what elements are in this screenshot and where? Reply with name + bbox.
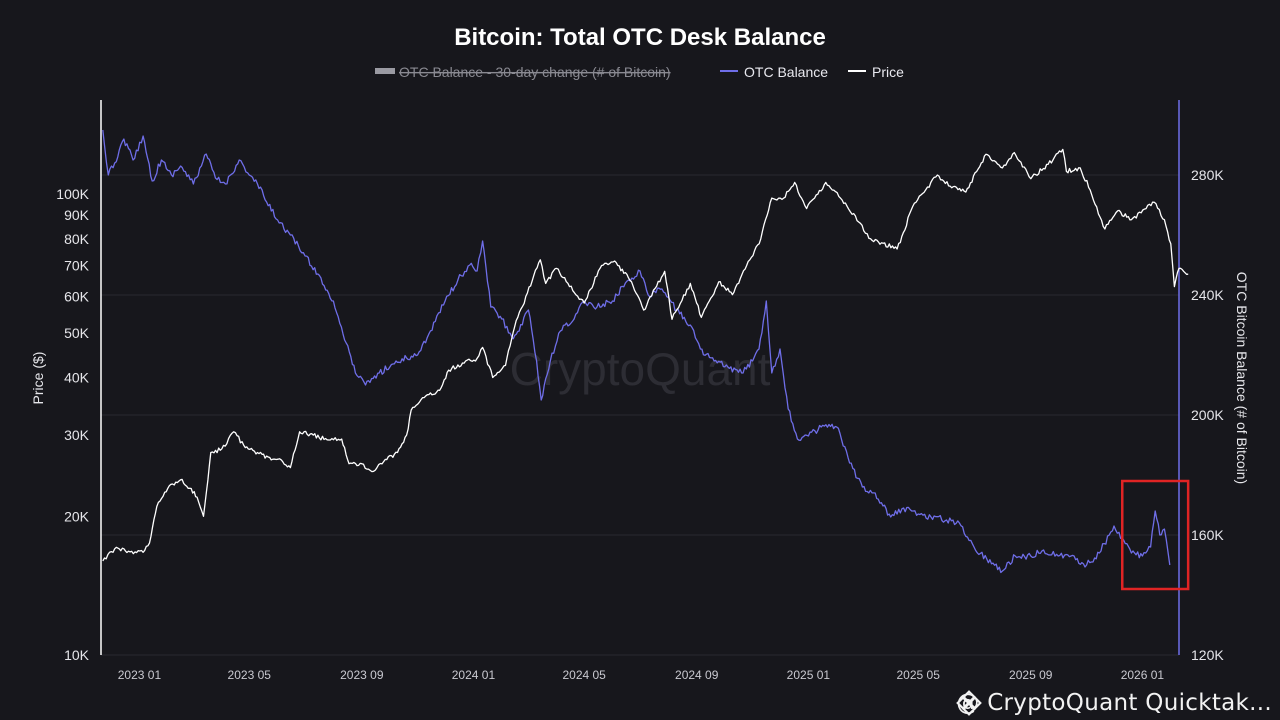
x-tick-label: 2025 05 (896, 668, 940, 682)
x-tick-label: 2025 01 (787, 668, 831, 682)
legend-label: Price (872, 64, 904, 80)
left-axis-title: Price ($) (30, 352, 46, 405)
right-tick-label: 120K (1191, 647, 1224, 663)
axes: 10K 20K 30K 40K 50K 60K 70K 80K 90K 100K 120K 160K 2… (30, 100, 1250, 682)
x-tick-label: 2025 09 (1009, 668, 1053, 682)
left-tick-label: 70K (64, 257, 90, 273)
legend-swatch (375, 68, 395, 74)
footer-text: @ CryptoQuant Quicktak... (956, 690, 1272, 716)
legend-label: OTC Balance (744, 64, 828, 80)
left-tick-label: 100K (56, 186, 89, 202)
left-tick-label: 90K (64, 207, 90, 223)
left-tick-label: 50K (64, 325, 90, 341)
x-tick-label: 2023 01 (118, 668, 162, 682)
highlight-box (1121, 479, 1190, 591)
grid (101, 174, 1179, 656)
right-tick-label: 280K (1191, 167, 1224, 183)
left-tick-label: 20K (64, 508, 90, 524)
annotations (1121, 479, 1190, 591)
left-tick-label: 10K (64, 647, 90, 663)
right-tick-label: 200K (1191, 407, 1224, 423)
right-axis-title: OTC Bitcoin Balance (# of Bitcoin) (1234, 272, 1250, 484)
legend-label: OTC Balance - 30-day change (# of Bitcoi… (399, 64, 671, 80)
right-tick-label: 160K (1191, 527, 1224, 543)
watermark: CryptoQuant (510, 343, 771, 395)
x-tick-label: 2024 05 (562, 668, 606, 682)
x-tick-label: 2026 01 (1121, 668, 1165, 682)
left-tick-label: 30K (64, 427, 90, 443)
x-tick-label: 2023 09 (340, 668, 384, 682)
legend-item[interactable]: OTC Balance - 30-day change (# of Bitcoi… (375, 64, 671, 80)
legend: OTC Balance - 30-day change (# of Bitcoi… (375, 64, 904, 80)
legend-item[interactable]: OTC Balance (720, 64, 828, 80)
left-tick-label: 40K (64, 370, 90, 386)
left-tick-label: 80K (64, 231, 90, 247)
footer-credit: @ CryptoQuant Quicktak... (956, 690, 1272, 716)
series (102, 129, 1189, 574)
chart-title: Bitcoin: Total OTC Desk Balance (454, 24, 826, 51)
right-tick-label: 240K (1191, 287, 1224, 303)
left-tick-label: 60K (64, 288, 90, 304)
otc-balance-series-line (102, 129, 1171, 574)
binance-square-icon (956, 690, 983, 716)
x-tick-label: 2024 01 (452, 668, 496, 682)
x-tick-label: 2024 09 (675, 668, 719, 682)
x-tick-label: 2023 05 (228, 668, 272, 682)
price-series-line (102, 148, 1189, 562)
legend-item[interactable]: Price (848, 64, 904, 80)
